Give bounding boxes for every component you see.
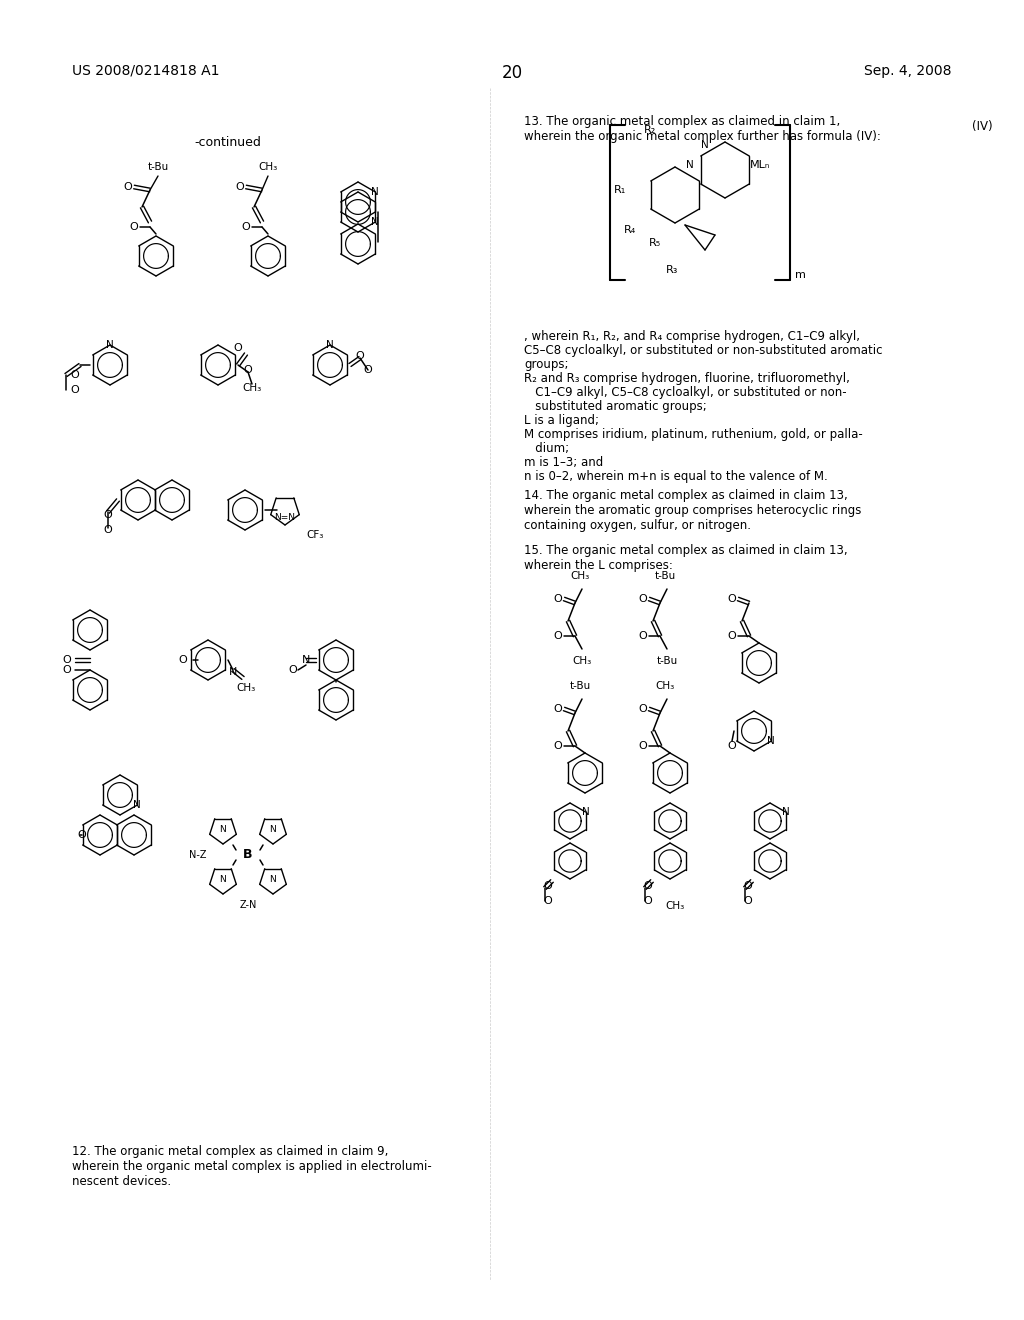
Text: N: N: [219, 825, 226, 834]
Text: C1–C9 alkyl, C5–C8 cycloalkyl, or substituted or non-: C1–C9 alkyl, C5–C8 cycloalkyl, or substi…: [524, 385, 847, 399]
Text: n is 0–2, wherein m+n is equal to the valence of M.: n is 0–2, wherein m+n is equal to the va…: [524, 470, 827, 483]
Text: N: N: [106, 341, 114, 350]
Text: CH₃: CH₃: [570, 572, 590, 581]
Text: Sep. 4, 2008: Sep. 4, 2008: [864, 63, 952, 78]
Text: N=N: N=N: [274, 513, 296, 523]
Text: C5–C8 cycloalkyl, or substituted or non-substituted aromatic: C5–C8 cycloalkyl, or substituted or non-…: [524, 345, 883, 356]
Text: 12. The organic metal complex as claimed in claim 9,
wherein the organic metal c: 12. The organic metal complex as claimed…: [72, 1144, 432, 1188]
Text: N: N: [228, 667, 238, 677]
Text: CH₃: CH₃: [258, 162, 278, 172]
Text: groups;: groups;: [524, 358, 568, 371]
Text: N: N: [686, 160, 694, 170]
Text: O: O: [639, 594, 647, 605]
Text: B: B: [244, 849, 253, 862]
Text: m is 1–3; and: m is 1–3; and: [524, 455, 603, 469]
Text: O: O: [554, 594, 562, 605]
Text: O: O: [236, 182, 245, 191]
Text: CF₃: CF₃: [306, 531, 324, 540]
Text: O: O: [62, 665, 72, 675]
Text: O: O: [71, 385, 80, 395]
Text: O: O: [364, 366, 373, 375]
Text: 20: 20: [502, 63, 522, 82]
Text: O: O: [554, 631, 562, 642]
Text: O: O: [544, 896, 552, 906]
Text: O: O: [124, 182, 132, 191]
Text: N: N: [767, 737, 775, 746]
Text: m: m: [795, 271, 806, 280]
Text: N: N: [372, 216, 379, 227]
Text: MLₙ: MLₙ: [750, 160, 770, 170]
Text: O: O: [728, 594, 736, 605]
Text: R₄: R₄: [624, 224, 636, 235]
Text: -continued: -continued: [195, 136, 261, 149]
Text: O: O: [639, 741, 647, 751]
Text: t-Bu: t-Bu: [569, 681, 591, 690]
Text: CH₃: CH₃: [237, 682, 256, 693]
Text: M comprises iridium, platinum, ruthenium, gold, or palla-: M comprises iridium, platinum, ruthenium…: [524, 428, 863, 441]
Text: O: O: [743, 880, 753, 891]
Text: N: N: [302, 655, 310, 665]
Text: O: O: [728, 631, 736, 642]
Text: CH₃: CH₃: [572, 656, 592, 667]
Text: O: O: [242, 222, 251, 232]
Text: , wherein R₁, R₂, and R₄ comprise hydrogen, C1–C9 alkyl,: , wherein R₁, R₂, and R₄ comprise hydrog…: [524, 330, 860, 343]
Text: N: N: [701, 140, 709, 150]
Text: O: O: [554, 704, 562, 714]
Text: N: N: [582, 807, 590, 817]
Text: O: O: [728, 741, 736, 751]
Text: CH₃: CH₃: [666, 902, 685, 911]
Text: t-Bu: t-Bu: [654, 572, 676, 581]
Text: R₂ and R₃ comprise hydrogen, fluorine, trifluoromethyl,: R₂ and R₃ comprise hydrogen, fluorine, t…: [524, 372, 850, 385]
Text: O: O: [743, 896, 753, 906]
Text: wherein the organic metal complex further has formula (IV):: wherein the organic metal complex furthe…: [524, 129, 881, 143]
Text: O: O: [233, 343, 243, 352]
Text: O: O: [62, 655, 72, 665]
Text: L is a ligand;: L is a ligand;: [524, 414, 599, 426]
Text: R₂: R₂: [644, 125, 656, 135]
Text: O: O: [130, 222, 138, 232]
Text: substituted aromatic groups;: substituted aromatic groups;: [524, 400, 707, 413]
Text: N: N: [326, 341, 334, 350]
Text: R₁: R₁: [613, 185, 626, 195]
Text: O: O: [644, 880, 652, 891]
Text: O: O: [103, 525, 113, 535]
Text: R₃: R₃: [666, 265, 678, 275]
Text: N: N: [269, 875, 276, 884]
Text: dium;: dium;: [524, 442, 569, 455]
Text: O: O: [178, 655, 187, 665]
Text: O: O: [554, 741, 562, 751]
Text: N: N: [781, 807, 790, 817]
Text: 15. The organic metal complex as claimed in claim 13,
wherein the L comprises:: 15. The organic metal complex as claimed…: [524, 544, 848, 572]
Text: CH₃: CH₃: [655, 681, 675, 690]
Text: O: O: [639, 631, 647, 642]
Text: N: N: [269, 825, 276, 834]
Text: N: N: [219, 875, 226, 884]
Text: Z-N: Z-N: [240, 900, 257, 909]
Text: (IV): (IV): [973, 120, 993, 133]
Text: R₅: R₅: [649, 238, 662, 248]
Text: O: O: [544, 880, 552, 891]
Text: 13. The organic metal complex as claimed in claim 1,: 13. The organic metal complex as claimed…: [524, 115, 841, 128]
Text: O: O: [78, 830, 86, 840]
Text: O: O: [355, 351, 365, 360]
Text: t-Bu: t-Bu: [147, 162, 169, 172]
Text: O: O: [289, 665, 297, 675]
Text: N: N: [372, 187, 379, 197]
Text: t-Bu: t-Bu: [656, 656, 678, 667]
Text: O: O: [71, 370, 80, 380]
Text: 14. The organic metal complex as claimed in claim 13,
wherein the aromatic group: 14. The organic metal complex as claimed…: [524, 488, 861, 532]
Text: O: O: [644, 896, 652, 906]
Text: O: O: [103, 510, 113, 520]
Text: US 2008/0214818 A1: US 2008/0214818 A1: [72, 63, 219, 78]
Text: O: O: [244, 366, 252, 375]
Text: N-Z: N-Z: [189, 850, 207, 861]
Text: O: O: [639, 704, 647, 714]
Text: N: N: [133, 800, 141, 810]
Text: CH₃: CH₃: [243, 383, 261, 393]
